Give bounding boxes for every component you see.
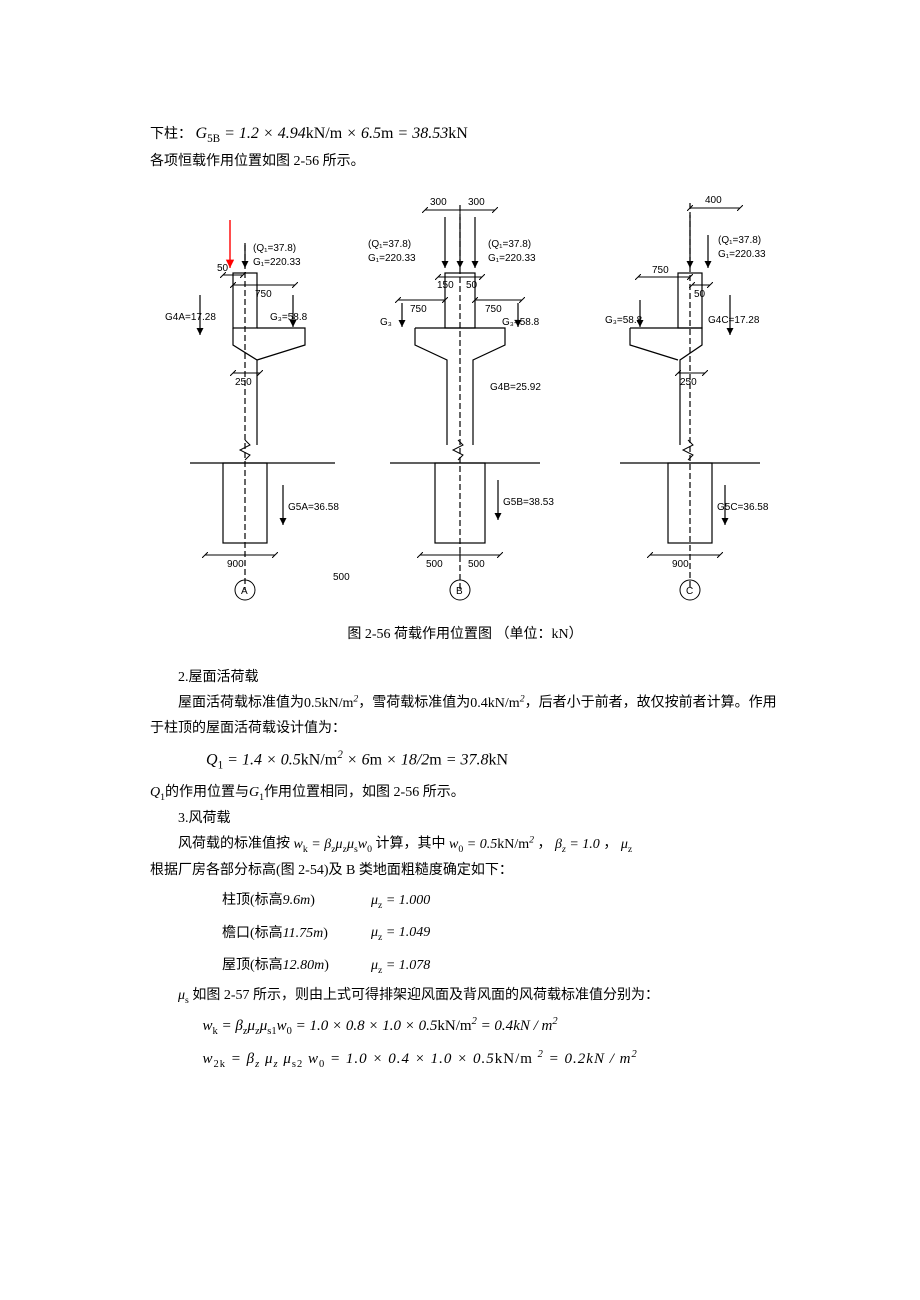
colC-250: 250 <box>680 377 697 388</box>
r1la: 檐口(标高 <box>222 926 283 941</box>
colB-G3L: G₃ <box>380 317 392 328</box>
r2h: 12.80m <box>283 958 325 973</box>
column-a-group: (Q₁=37.8) G₁=220.33 50 750 G4A=17.28 G₃=… <box>165 220 350 600</box>
section2-note: Q1的作用位置与G1作用位置相同，如图 2-56 所示。 <box>150 780 780 806</box>
s3-c1: ， <box>538 837 552 852</box>
colB-750L: 750 <box>410 304 427 315</box>
colB-Q1R: (Q₁=37.8) <box>488 239 531 250</box>
s3-c2: ， <box>603 837 617 852</box>
r0la: 柱顶(标高 <box>222 893 283 908</box>
mu-table: 柱顶(标高9.6m) μz = 1.000 檐口(标高11.75m) μz = … <box>220 884 472 983</box>
colA-G5A: G5A=36.58 <box>288 502 339 513</box>
colA-d500: 500 <box>333 572 350 583</box>
colB-label: B <box>456 586 463 597</box>
colB-G1R: G₁=220.33 <box>488 253 536 264</box>
line2: 各项恒载作用位置如图 2-56 所示。 <box>150 149 780 174</box>
r1lb: ) <box>323 926 328 941</box>
wk-formula: wk = βzμzμs1w0 = 1.0 × 0.8 × 1.0 × 0.5kN… <box>150 1013 780 1042</box>
colB-G5B: G5B=38.53 <box>503 497 554 508</box>
s3-a: 风荷载的标准值按 <box>178 837 290 852</box>
colC-Q1: (Q₁=37.8) <box>718 235 761 246</box>
r0h: 9.6m <box>283 893 311 908</box>
s2-t2: ，雪荷载标准值为 <box>358 696 470 711</box>
colC-50: 50 <box>694 289 706 300</box>
load-diagram: (Q₁=37.8) G₁=220.33 50 750 G4A=17.28 G₃=… <box>150 185 780 614</box>
s3-b: 计算，其中 <box>376 837 446 852</box>
colA-d50: 50 <box>217 263 229 274</box>
colB-G1L: G₁=220.33 <box>368 253 416 264</box>
colB-50: 50 <box>466 280 478 291</box>
colA-G1: G₁=220.33 <box>253 257 301 268</box>
s2-nd: 作用位置相同，如图 2-56 所示。 <box>264 785 465 800</box>
section3-para2: μs 如图 2-57 所示，则由上式可得排架迎风面及背风面的风荷载标准值分别为： <box>150 983 780 1009</box>
colC-G5C: G5C=36.58 <box>717 502 769 513</box>
colB-G3R: G₃=58.8 <box>502 317 540 328</box>
column-c-group: 400 (Q₁=37.8) G₁=220.33 750 50 G₃=58.8 G… <box>605 195 769 600</box>
colC-750: 750 <box>652 265 669 276</box>
mu-row-2: 屋顶(标高12.80m) μz = 1.078 <box>222 951 470 981</box>
colA-d250: 250 <box>235 377 252 388</box>
colA-d750: 750 <box>255 289 272 300</box>
r2lb: ) <box>324 958 329 973</box>
r1h: 11.75m <box>283 926 324 941</box>
colC-G3: G₃=58.8 <box>605 315 643 326</box>
colC-G1: G₁=220.33 <box>718 249 766 260</box>
colB-G4B: G4B=25.92 <box>490 382 541 393</box>
colC-label: C <box>686 586 693 597</box>
colB-300R: 300 <box>468 197 485 208</box>
colB-500L: 500 <box>426 559 443 570</box>
prefix-text: 下柱： <box>150 127 192 142</box>
r2la: 屋顶(标高 <box>222 958 283 973</box>
s3-d: 如图 2-57 所示，则由上式可得排架迎风面及背风面的风荷载标准值分别为： <box>192 988 659 1003</box>
colB-500R: 500 <box>468 559 485 570</box>
colA-Q1: (Q₁=37.8) <box>253 243 296 254</box>
s2-t1: 屋面活荷载标准值为 <box>178 696 304 711</box>
section2-heading: 2.屋面活荷载 <box>150 665 780 690</box>
section3-para1b: 根据厂房各部分标高(图 2-54)及 B 类地面粗糙度确定如下： <box>150 858 780 883</box>
column-b-group: 300 300 (Q₁=37.8) G₁=220.33 (Q₁=37.8) G₁… <box>368 197 554 600</box>
colC-900: 900 <box>672 559 689 570</box>
colC-400: 400 <box>705 195 722 206</box>
colA-d900: 900 <box>227 559 244 570</box>
section2-para: 屋面活荷载标准值为0.5kN/m2，雪荷载标准值为0.4kN/m2，后者小于前者… <box>150 690 780 741</box>
r0lb: ) <box>310 893 315 908</box>
colB-300L: 300 <box>430 197 447 208</box>
colA-G4A: G4A=17.28 <box>165 312 216 323</box>
colB-Q1L: (Q₁=37.8) <box>368 239 411 250</box>
mu-row-1: 檐口(标高11.75m) μz = 1.049 <box>222 918 470 948</box>
s2-nb: 的作用位置与 <box>165 785 249 800</box>
mu-row-0: 柱顶(标高9.6m) μz = 1.000 <box>222 886 470 916</box>
top-formula-line: 下柱： G5B = 1.2 × 4.94kN/m × 6.5m = 38.53k… <box>150 120 780 149</box>
colA-G3: G₃=58.8 <box>270 312 308 323</box>
colA-label: A <box>241 586 248 597</box>
q1-formula: Q1 = 1.4 × 0.5kN/m2 × 6m × 18/2m = 37.8k… <box>150 745 780 776</box>
section3-para1: 风荷载的标准值按 wk = βzμzμsw0 计算，其中 w0 = 0.5kN/… <box>150 831 780 858</box>
g5b-formula: G5B = 1.2 × 4.94kN/m × 6.5m = 38.53kN <box>196 125 468 142</box>
colC-G4C: G4C=17.28 <box>708 315 760 326</box>
section3-heading: 3.风荷载 <box>150 806 780 831</box>
w2k-formula: w2k = βz μz μs2 w0 = 1.0 × 0.4 × 1.0 × 0… <box>150 1046 780 1075</box>
figure-caption: 图 2-56 荷载作用位置图 （单位：kN） <box>150 622 780 647</box>
colB-750R: 750 <box>485 304 502 315</box>
